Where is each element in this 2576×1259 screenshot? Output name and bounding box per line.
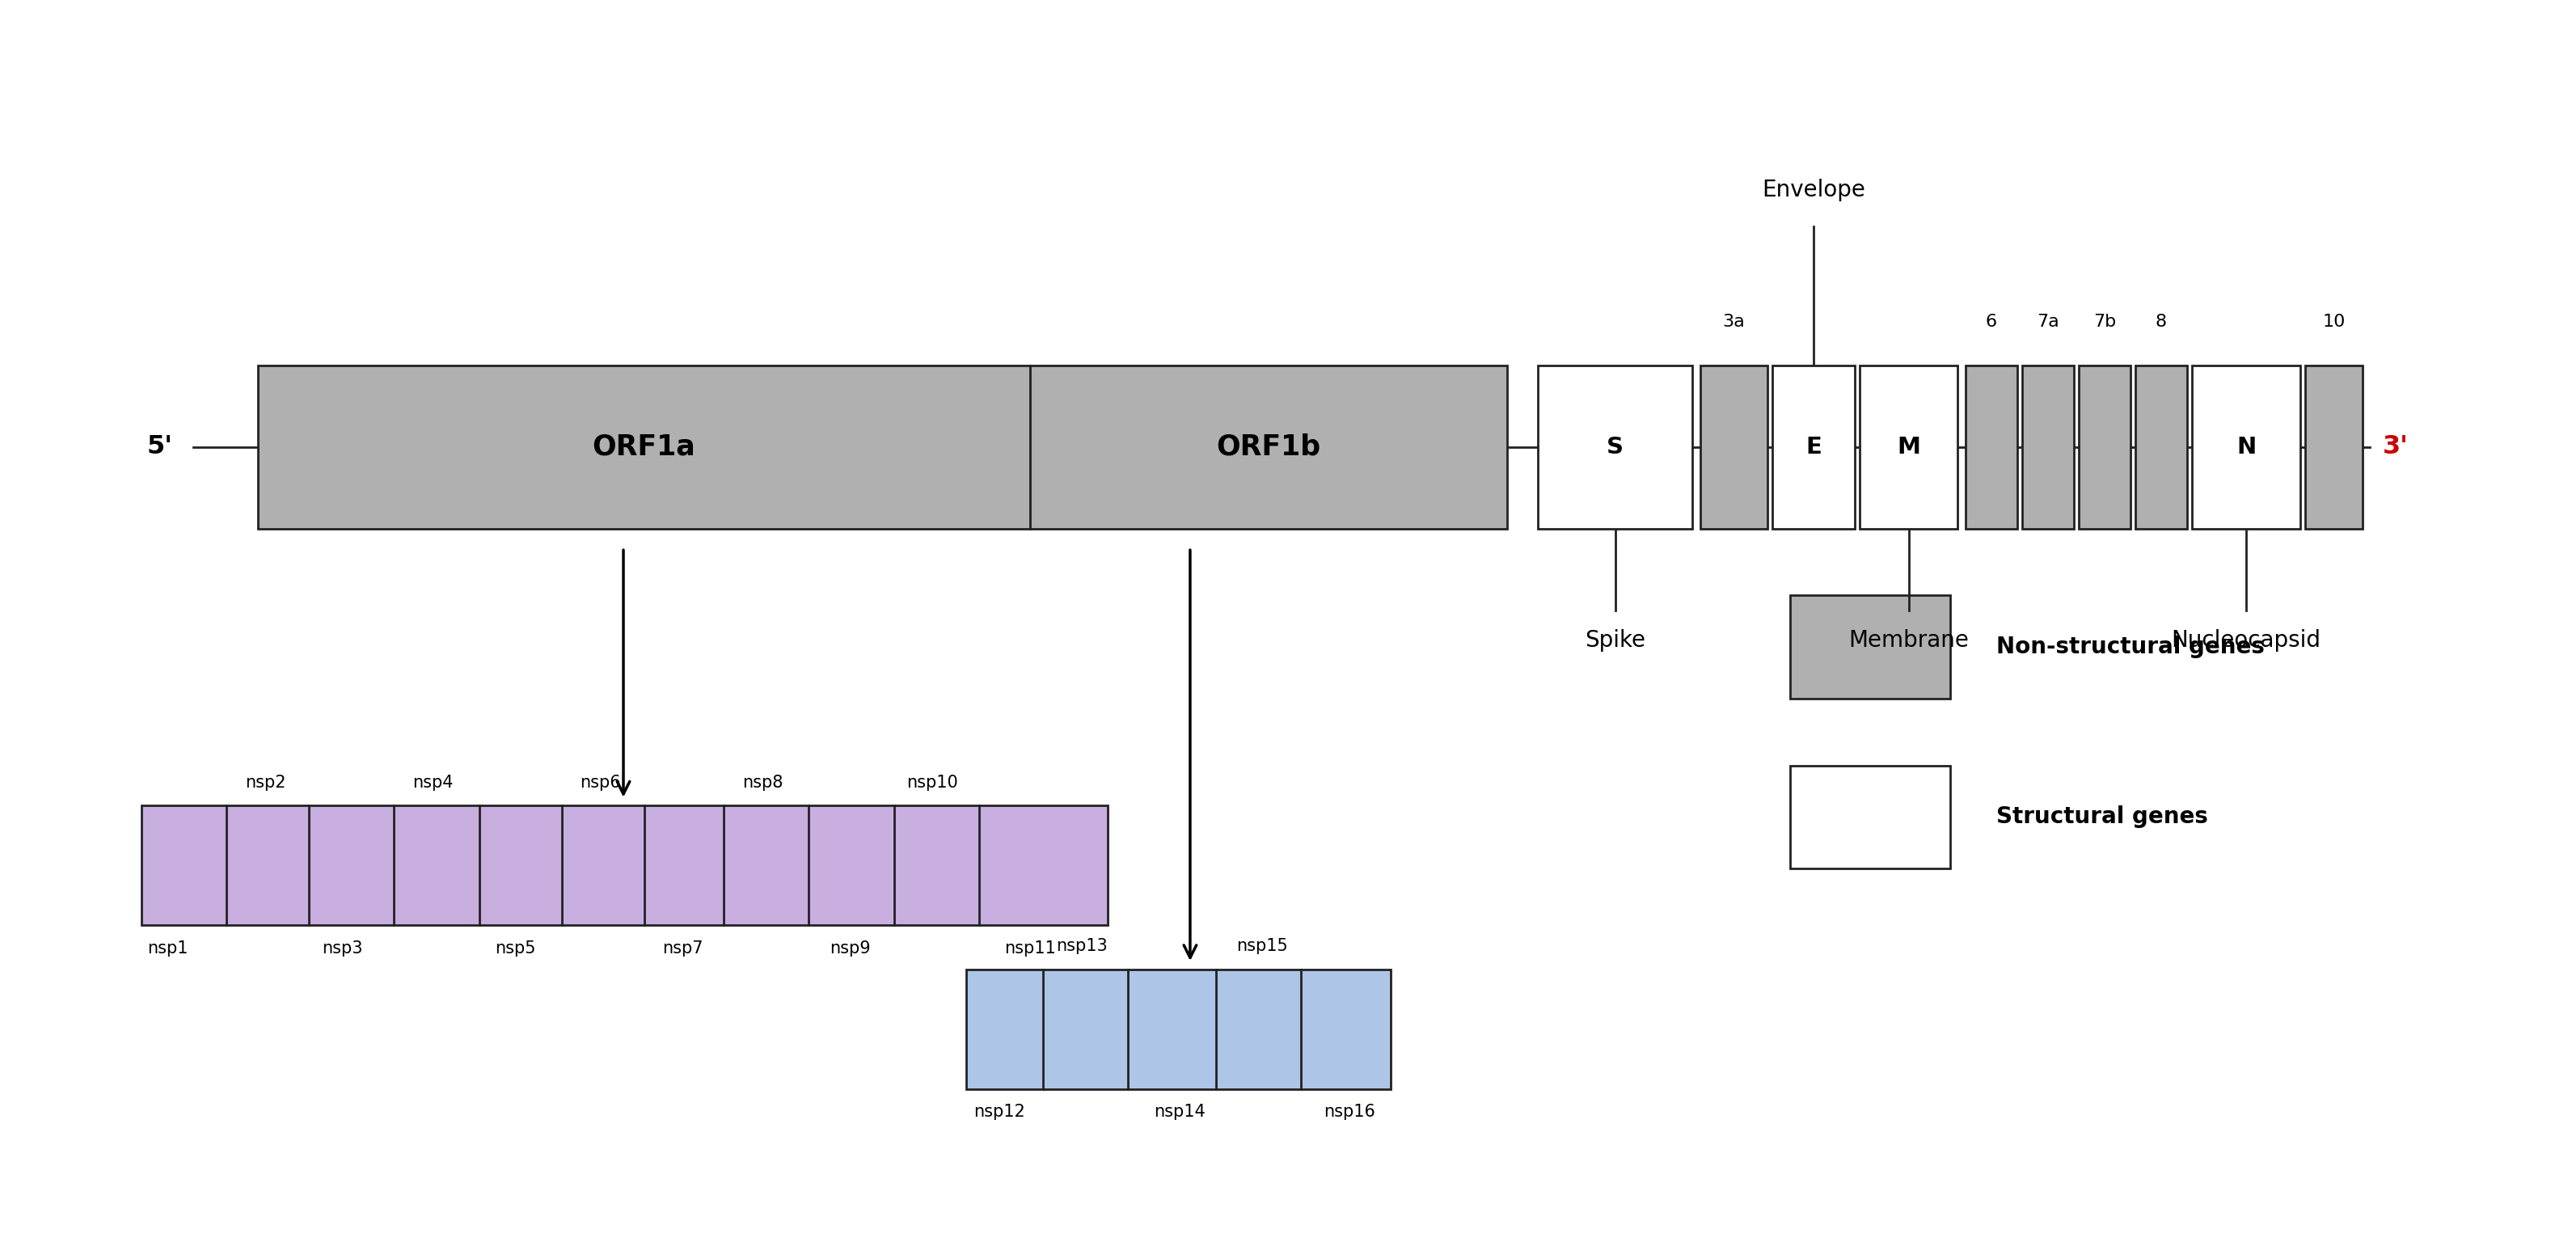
FancyBboxPatch shape [2136,365,2187,529]
Text: nsp7: nsp7 [662,940,703,957]
Text: nsp12: nsp12 [974,1104,1025,1121]
Text: nsp13: nsp13 [1056,938,1108,954]
Text: 3': 3' [2383,434,2409,460]
FancyBboxPatch shape [2079,365,2130,529]
FancyBboxPatch shape [1965,365,2017,529]
Text: 10: 10 [2324,313,2344,330]
FancyBboxPatch shape [1538,365,1692,529]
Text: Structural genes: Structural genes [1996,806,2208,828]
Text: 7a: 7a [2038,313,2058,330]
Text: nsp9: nsp9 [829,940,871,957]
FancyBboxPatch shape [1860,365,1958,529]
Text: N: N [2236,436,2257,458]
Text: M: M [1896,436,1922,458]
Text: nsp1: nsp1 [147,940,188,957]
FancyBboxPatch shape [1030,365,1507,529]
Text: 7b: 7b [2094,313,2115,330]
Text: 3a: 3a [1723,313,1744,330]
Text: nsp16: nsp16 [1324,1104,1376,1121]
FancyBboxPatch shape [2192,365,2300,529]
Text: Nucleocapsid: Nucleocapsid [2172,630,2321,652]
Text: nsp6: nsp6 [580,774,621,791]
Text: Envelope: Envelope [1762,179,1865,201]
Text: nsp2: nsp2 [245,774,286,791]
Text: nsp14: nsp14 [1154,1104,1206,1121]
FancyBboxPatch shape [2022,365,2074,529]
Text: nsp5: nsp5 [495,940,536,957]
Text: nsp11: nsp11 [1005,940,1056,957]
Text: 5': 5' [147,434,173,460]
FancyBboxPatch shape [2306,365,2362,529]
Text: 6: 6 [1986,313,1996,330]
Text: 8: 8 [2156,313,2166,330]
FancyBboxPatch shape [1700,365,1767,529]
Text: S: S [1607,436,1623,458]
FancyBboxPatch shape [966,969,1391,1089]
FancyBboxPatch shape [258,365,1030,529]
Text: E: E [1806,436,1821,458]
Text: nsp8: nsp8 [742,774,783,791]
Text: Membrane: Membrane [1850,630,1968,652]
FancyBboxPatch shape [142,806,1108,925]
FancyBboxPatch shape [1790,596,1950,699]
Text: nsp15: nsp15 [1236,938,1288,954]
Text: ORF1b: ORF1b [1216,433,1321,461]
Text: Spike: Spike [1584,630,1646,652]
Text: Non-structural genes: Non-structural genes [1996,636,2264,658]
Text: ORF1a: ORF1a [592,433,696,461]
FancyBboxPatch shape [1772,365,1855,529]
FancyBboxPatch shape [1790,765,1950,869]
Text: nsp4: nsp4 [412,774,453,791]
Text: nsp10: nsp10 [907,774,958,791]
Text: nsp3: nsp3 [322,940,363,957]
